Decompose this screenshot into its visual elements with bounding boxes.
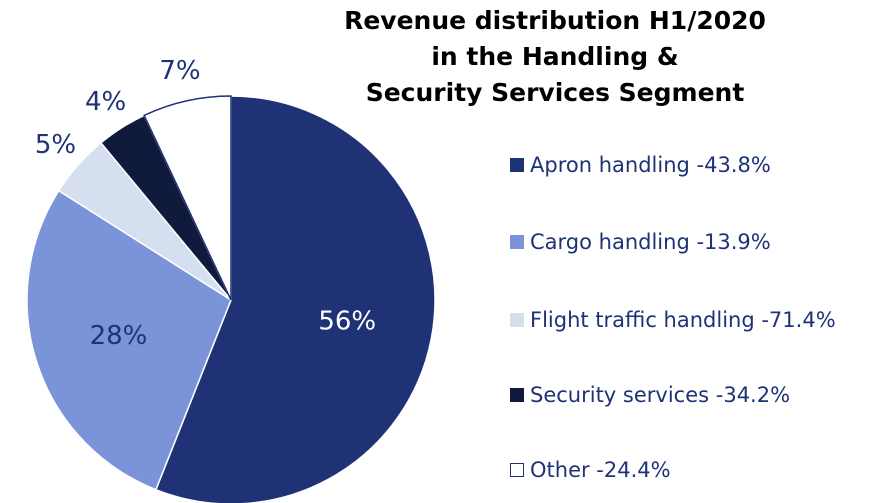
data-label: 4% <box>85 87 126 117</box>
legend-item: Flight traffic handling -71.4% <box>510 307 865 334</box>
legend-label: Security services -34.2% <box>530 383 791 407</box>
legend-item: Security services -34.2% <box>510 382 865 409</box>
legend-swatch <box>510 313 524 327</box>
data-label: 28% <box>90 321 148 351</box>
legend-item: Other -24.4% <box>510 457 865 484</box>
legend-swatch <box>510 388 524 402</box>
chart-title: Security Services Segment <box>365 78 745 107</box>
legend-label: Other -24.4% <box>530 458 671 482</box>
legend-label: Cargo handling -13.9% <box>530 230 771 254</box>
data-label: 5% <box>35 130 76 160</box>
legend-swatch <box>510 463 524 477</box>
pie-slice <box>143 95 232 301</box>
chart-title: in the Handling & <box>431 42 679 71</box>
legend-item: Apron handling -43.8% <box>510 152 865 179</box>
legend-swatch <box>510 158 524 172</box>
legend-item: Cargo handling -13.9% <box>510 229 865 256</box>
legend-swatch <box>510 235 524 249</box>
legend-label: Flight traffic handling -71.4% <box>530 308 836 332</box>
pie-slice <box>26 189 232 491</box>
chart-title: Revenue distribution H1/2020 <box>344 6 766 35</box>
pie-slice <box>154 95 436 503</box>
data-label: 56% <box>318 307 376 337</box>
data-label: 7% <box>159 56 200 86</box>
legend-label: Apron handling -43.8% <box>530 153 771 177</box>
